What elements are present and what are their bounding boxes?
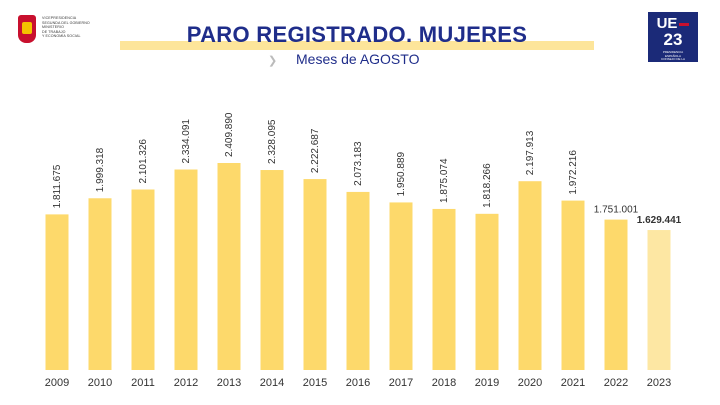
logo-line: Y ECONOMÍA SOCIAL [42, 34, 81, 39]
logo-line: VICEPRESIDENCIA [42, 16, 77, 20]
x-tick-label: 2016 [346, 377, 370, 389]
x-tick-label: 2011 [131, 377, 155, 389]
eu-presidency-badge: UE 23 PRESIDENCIA ESPAÑOLA CONSEJO DE LA [648, 12, 698, 62]
title-underline-band [120, 41, 594, 50]
x-tick-label: 2020 [518, 377, 542, 389]
data-label: 1.875.074 [439, 158, 450, 203]
bar-2010 [88, 198, 112, 370]
badge-sub-line: ESPAÑOLA [665, 53, 681, 58]
x-tick-label: 2021 [561, 377, 585, 389]
coat-of-arms-icon [18, 15, 36, 43]
x-tick-label: 2009 [45, 377, 69, 389]
data-label: 2.101.326 [138, 139, 149, 184]
logo-line: MINISTERIO [42, 25, 64, 30]
chart-subtitle: Meses de AGOSTO [296, 51, 420, 67]
x-tick-label: 2013 [217, 377, 241, 389]
bar-2020 [518, 181, 542, 370]
logo-line: SEGUNDA DEL GOBIERNO [42, 20, 90, 25]
logo-line: DE TRABAJO [42, 29, 66, 34]
bar-2022 [604, 219, 628, 370]
bar-2016 [346, 191, 370, 370]
data-label: 1.751.001 [594, 205, 639, 216]
bar-2018 [432, 208, 456, 370]
data-label: 2.073.183 [353, 141, 364, 186]
bar-2012 [174, 169, 198, 370]
x-tick-label: 2012 [174, 377, 198, 389]
data-label: 1.999.318 [95, 147, 106, 192]
badge-number: 23 [663, 30, 683, 49]
data-label: 1.811.675 [52, 164, 63, 208]
x-tick-label: 2022 [604, 377, 628, 389]
data-label: 1.818.266 [482, 163, 493, 208]
x-tick-label: 2017 [389, 377, 413, 389]
x-tick-label: 2023 [647, 377, 671, 389]
data-label: 2.409.890 [224, 112, 235, 157]
bar-2011 [131, 189, 155, 370]
bar-2015 [303, 179, 327, 370]
data-label: 2.328.095 [267, 119, 278, 164]
chevron-right-icon: ❯ [268, 55, 278, 67]
bar-2019 [475, 213, 499, 370]
bar-2013 [217, 163, 241, 370]
bar-2021 [561, 200, 585, 370]
x-tick-label: 2010 [88, 377, 112, 389]
data-label: 1.950.889 [396, 152, 407, 197]
x-tick-label: 2014 [260, 377, 284, 389]
x-tick-label: 2018 [432, 377, 456, 389]
badge-sub-line: CONSEJO DE LA [660, 57, 685, 61]
data-label: 2.334.091 [181, 119, 192, 164]
badge-top-text: UE [656, 15, 678, 32]
badge-subtext: PRESIDENCIA ESPAÑOLA CONSEJO DE LA [648, 50, 698, 62]
bar-2017 [389, 202, 413, 370]
ministry-logo-text: VICEPRESIDENCIA SEGUNDA DEL GOBIERNO MIN… [42, 16, 90, 39]
ministry-logo: VICEPRESIDENCIA SEGUNDA DEL GOBIERNO MIN… [14, 12, 108, 48]
x-tick-label: 2015 [303, 377, 327, 389]
data-label: 1.972.216 [568, 150, 579, 195]
badge-sub-line: PRESIDENCIA [662, 50, 684, 54]
bar-2023 [647, 230, 671, 370]
flag-stripe-icon [679, 22, 690, 26]
data-label: 2.197.913 [525, 130, 536, 175]
data-label: 1.629.441 [637, 215, 682, 226]
bar-2009 [45, 214, 69, 370]
chart-title: PARO REGISTRADO. MUJERES [186, 22, 528, 47]
bar-2014 [260, 170, 284, 370]
x-tick-label: 2019 [475, 377, 499, 389]
data-label: 2.222.687 [310, 128, 321, 173]
